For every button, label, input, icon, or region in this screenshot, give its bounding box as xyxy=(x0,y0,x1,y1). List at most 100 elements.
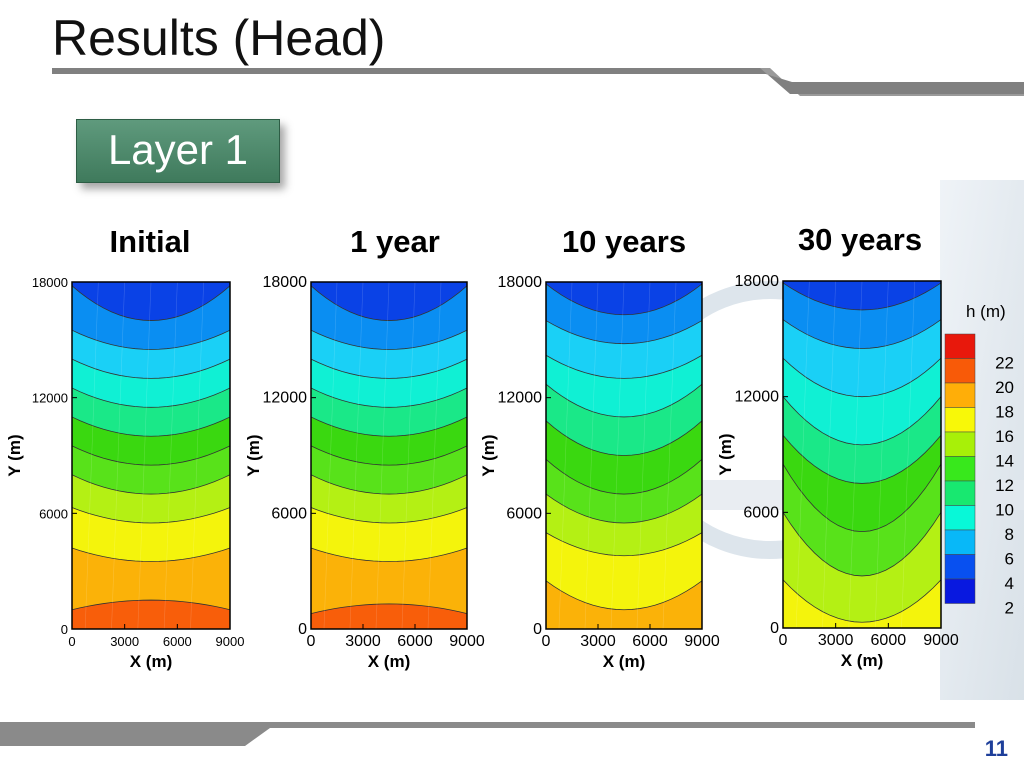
contour-band xyxy=(783,396,941,484)
contour-band xyxy=(72,359,230,408)
contour-band xyxy=(546,580,702,629)
y-tick-label: 6000 xyxy=(271,505,307,522)
page-title: Results (Head) xyxy=(52,10,386,66)
legend-label: 6 xyxy=(1005,549,1014,568)
contour-band xyxy=(546,282,702,315)
contour-line xyxy=(71,507,231,524)
legend-swatch xyxy=(944,431,976,457)
contour-line xyxy=(782,512,942,577)
contour-line xyxy=(782,579,942,623)
plot-frame xyxy=(71,281,231,630)
contour-line xyxy=(310,507,468,524)
x-axis-label: X (m) xyxy=(841,651,884,670)
plot-title-10-years: 10 years xyxy=(561,224,687,259)
mesh-line xyxy=(137,281,152,630)
y-tick-label: 0 xyxy=(298,621,307,638)
legend-label: 22 xyxy=(995,353,1014,372)
contour-line xyxy=(71,358,231,379)
plot-3: 0 6000 12000 18000 0 3000 6000 9000 X (m) Y (m) xyxy=(716,273,959,670)
contour-line xyxy=(310,387,468,408)
plot-title-initial: Initial xyxy=(109,224,191,259)
contour-line xyxy=(310,547,468,562)
contour-band xyxy=(311,285,467,350)
legend-label: 14 xyxy=(995,451,1014,470)
contour-band xyxy=(546,494,702,556)
contour-line xyxy=(782,463,942,533)
mesh-line xyxy=(795,280,810,629)
contour-band xyxy=(311,474,467,523)
y-tick-label: 18000 xyxy=(263,274,308,291)
mesh-line xyxy=(662,281,677,630)
contour-band xyxy=(546,384,702,456)
contour-band xyxy=(783,281,941,310)
contour-band xyxy=(72,285,230,350)
legend-label: 4 xyxy=(1005,574,1014,593)
bottom-band-decoration xyxy=(0,722,975,746)
y-tick-label: 0 xyxy=(61,622,68,637)
y-tick-label: 12000 xyxy=(735,389,780,406)
layer-1-button[interactable]: Layer 1 xyxy=(76,119,280,183)
contour-band xyxy=(72,416,230,466)
y-tick-label: 12000 xyxy=(263,390,308,407)
contour-band xyxy=(783,282,941,349)
legend-label: 12 xyxy=(995,476,1014,495)
contour-band xyxy=(311,603,467,629)
contour-line xyxy=(545,420,703,456)
contour-line xyxy=(310,603,468,614)
legend-swatch xyxy=(944,358,976,384)
mesh-line xyxy=(323,281,338,630)
y-tick-label: 12000 xyxy=(498,390,543,407)
plot-title-1-year: 1 year xyxy=(350,224,440,259)
mesh-line xyxy=(636,281,651,630)
contour-band xyxy=(783,464,941,576)
contour-line xyxy=(545,493,703,524)
x-tick-label: 9000 xyxy=(449,633,485,650)
contour-line xyxy=(71,445,231,466)
mesh-line xyxy=(558,281,573,630)
contour-line xyxy=(71,387,231,408)
mesh-line xyxy=(822,280,836,629)
color-legend: 22 20 18 16 14 12 10 8 6 4 2 xyxy=(944,333,1014,617)
mesh-line xyxy=(584,281,599,630)
x-tick-label: 6000 xyxy=(632,633,668,650)
x-tick-label: 0 xyxy=(68,634,75,649)
contour-band xyxy=(311,548,467,614)
y-tick-label: 0 xyxy=(770,620,779,637)
plot-frame xyxy=(782,280,942,629)
x-tick-label: 9000 xyxy=(684,633,720,650)
contour-line xyxy=(310,329,468,350)
legend-label: 16 xyxy=(995,427,1014,446)
contour-band xyxy=(783,358,941,445)
y-axis-label: Y (m) xyxy=(479,434,498,476)
plot-frame xyxy=(310,281,468,630)
legend-swatch xyxy=(944,554,976,580)
mesh-line xyxy=(427,281,442,630)
y-tick-label: 6000 xyxy=(506,505,542,522)
contour-band xyxy=(311,282,467,321)
contour-line xyxy=(71,416,231,437)
contour-band xyxy=(311,330,467,379)
contour-band xyxy=(783,319,941,397)
contour-band xyxy=(72,548,230,610)
contour-line xyxy=(545,283,703,316)
legend-swatch xyxy=(944,407,976,433)
contour-line xyxy=(71,547,231,562)
contour-band xyxy=(72,388,230,437)
plot-1: 0 6000 12000 18000 0 3000 6000 9000 X (m) Y (m) xyxy=(244,274,485,671)
contour-line xyxy=(782,282,942,311)
contour-band xyxy=(546,420,702,495)
contour-band xyxy=(72,474,230,523)
legend-swatch xyxy=(944,456,976,482)
contour-line xyxy=(71,329,231,350)
contour-line xyxy=(782,396,942,446)
contour-band xyxy=(311,416,467,466)
mesh-line xyxy=(375,281,390,630)
contour-line xyxy=(545,354,703,379)
x-axis-label: X (m) xyxy=(368,652,411,671)
legend-swatch xyxy=(944,480,976,506)
mesh-line xyxy=(84,281,99,630)
mesh-line xyxy=(111,281,125,630)
y-axis-label: Y (m) xyxy=(5,434,24,476)
plot-0: 0 6000 12000 18000 0 3000 6000 9000 X (m) Y (m) xyxy=(5,275,244,671)
legend-swatch xyxy=(944,529,976,555)
